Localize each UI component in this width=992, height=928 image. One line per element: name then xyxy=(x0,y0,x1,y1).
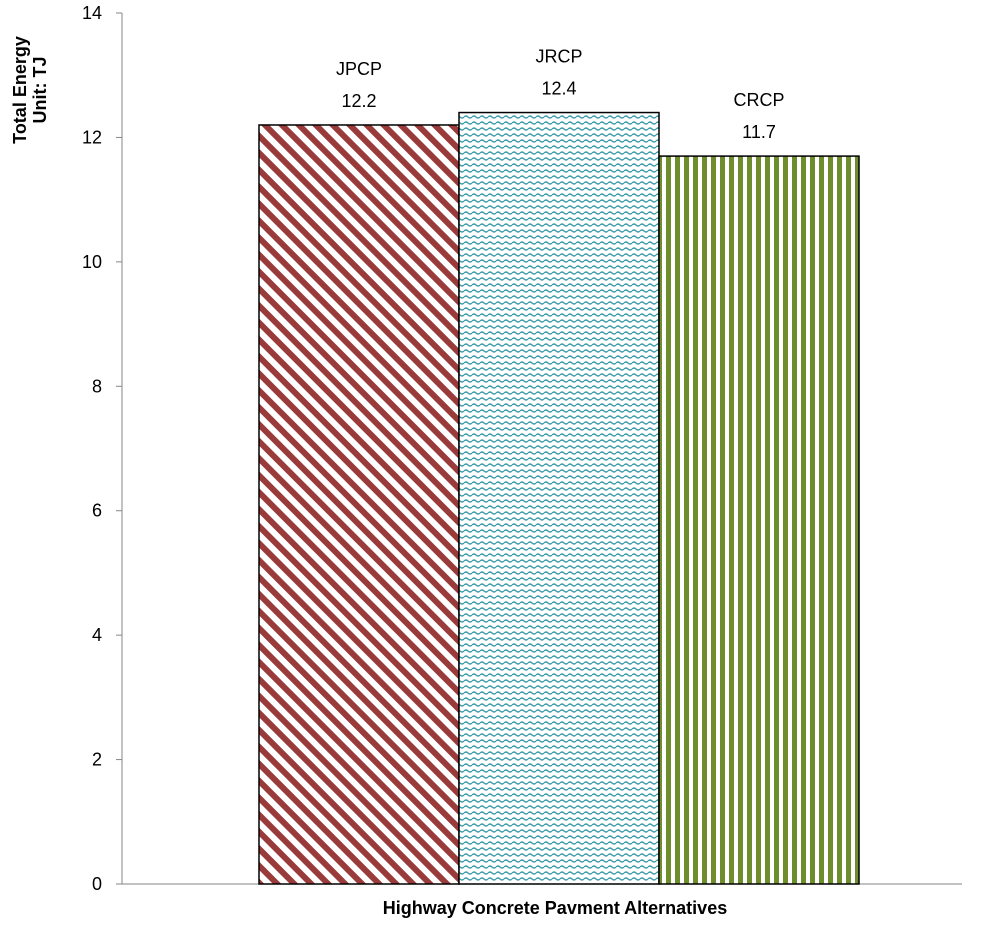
y-tick-label: 8 xyxy=(92,376,102,396)
y-axis-title-line-1: Total Energy xyxy=(10,36,30,144)
y-tick-label: 4 xyxy=(92,625,102,645)
y-tick-label: 0 xyxy=(92,874,102,894)
bar-jpcp xyxy=(258,124,460,885)
bars xyxy=(258,111,860,885)
bar-value-label: 12.2 xyxy=(341,91,376,111)
bar-category-label: JRCP xyxy=(535,47,582,67)
y-axis-title-line-2: Unit: TJ xyxy=(30,57,50,124)
y-tick-label: 6 xyxy=(92,501,102,521)
bar-crcp xyxy=(658,155,860,885)
x-axis-title: Highway Concrete Pavment Alternatives xyxy=(383,898,727,918)
y-tick-label: 14 xyxy=(82,3,102,23)
bar-category-label: CRCP xyxy=(733,90,784,110)
bar-value-label: 11.7 xyxy=(742,122,776,142)
bar-labels: JPCP 12.2 JRCP 12.4 CRCP 11.7 xyxy=(336,47,785,143)
y-ticks: 0 2 4 6 8 10 12 14 xyxy=(82,3,122,894)
bar-value-label: 12.4 xyxy=(541,79,576,99)
bar-jrcp xyxy=(458,111,660,885)
y-tick-label: 12 xyxy=(82,127,102,147)
bar-category-label: JPCP xyxy=(336,59,382,79)
y-tick-label: 10 xyxy=(82,252,102,272)
y-tick-label: 2 xyxy=(92,750,102,770)
